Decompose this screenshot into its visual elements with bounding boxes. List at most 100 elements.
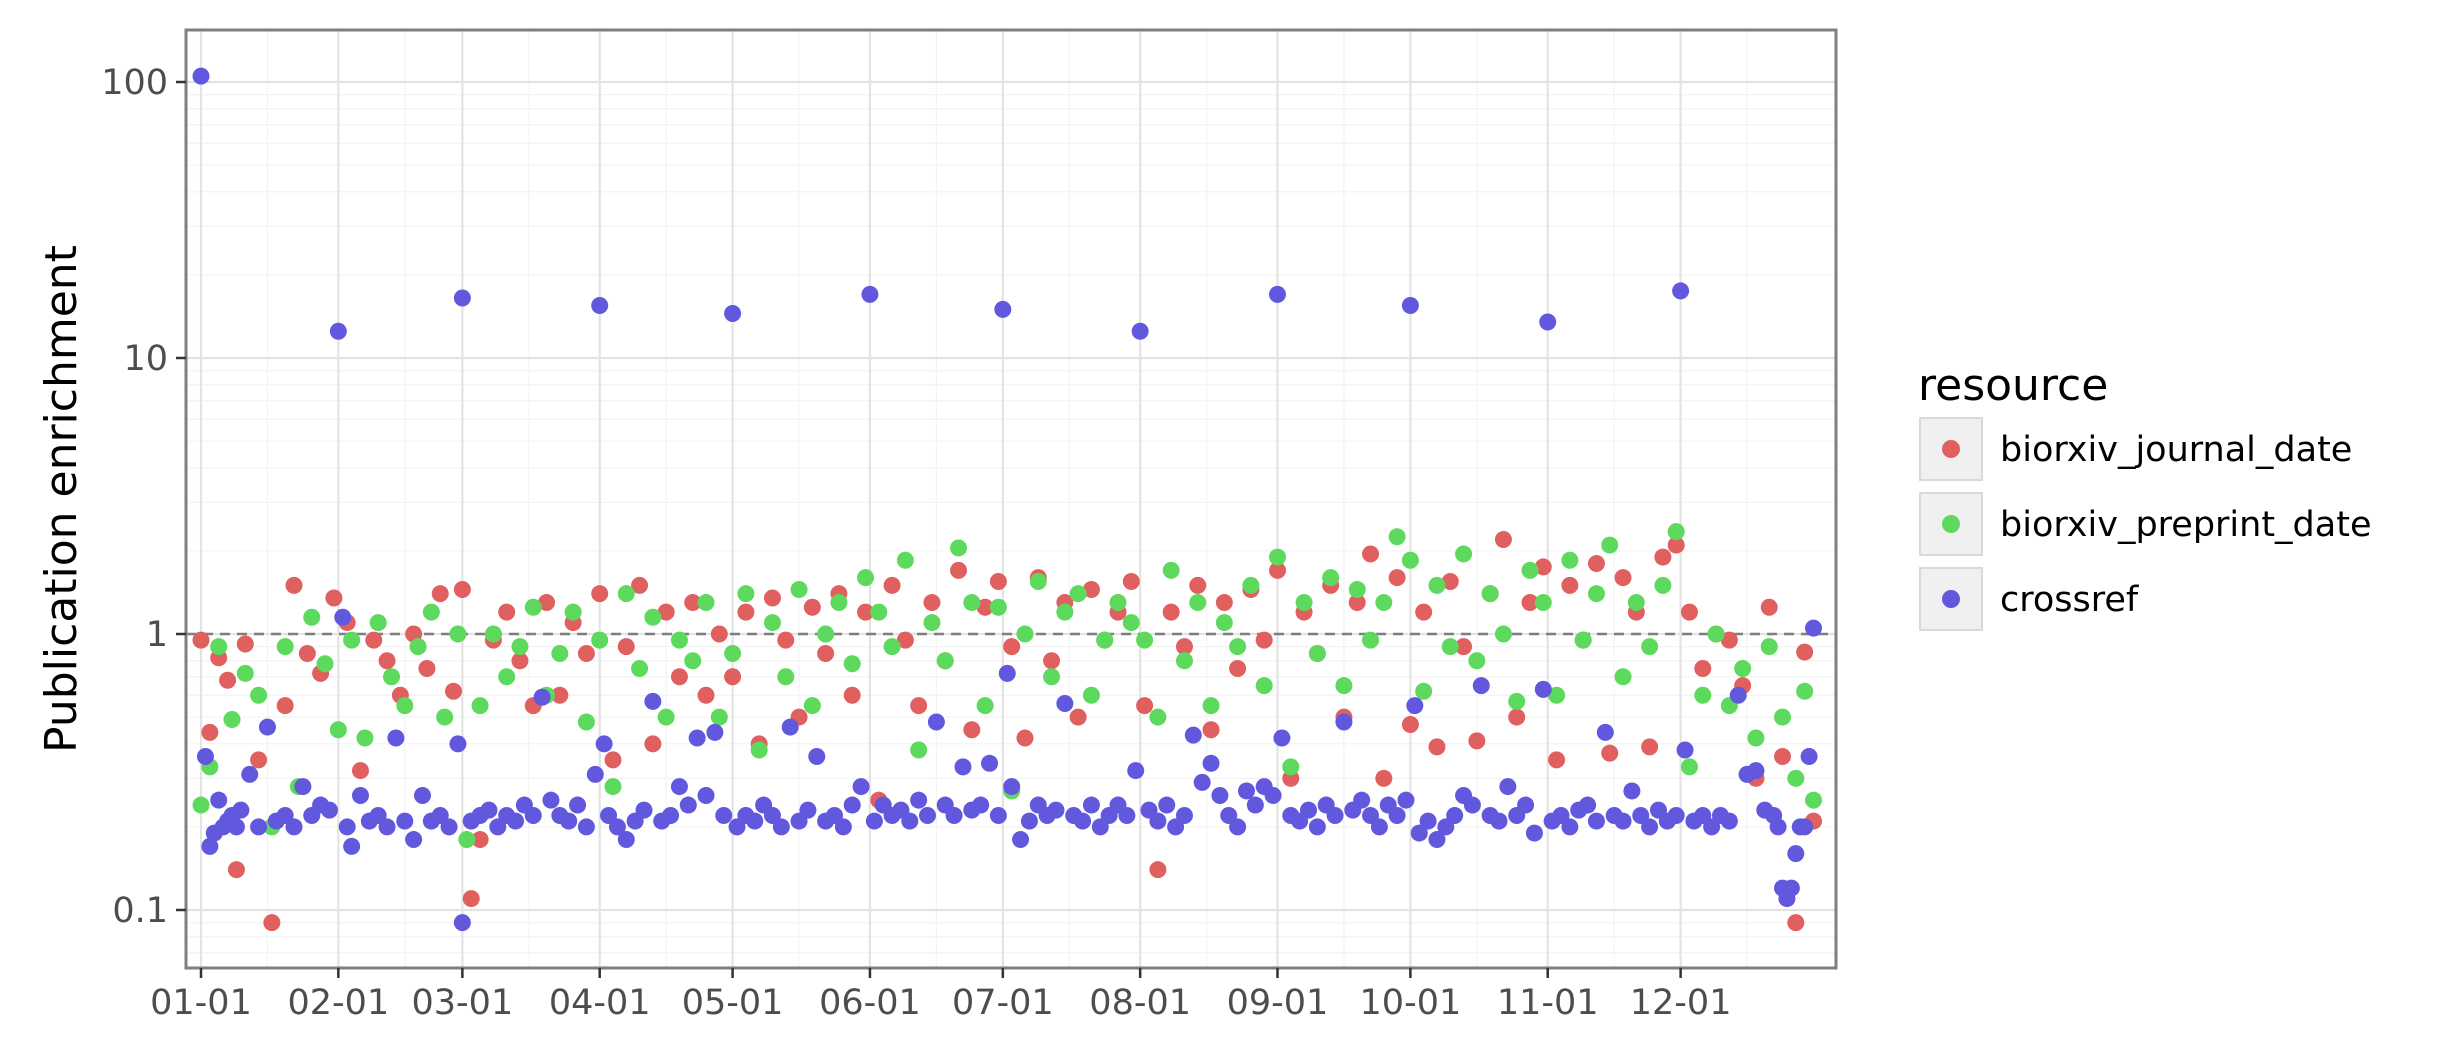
data-point xyxy=(843,796,861,814)
data-point xyxy=(1162,561,1180,579)
data-point xyxy=(1525,824,1543,842)
data-point xyxy=(316,655,334,673)
data-point xyxy=(285,576,303,594)
data-point xyxy=(981,754,999,772)
data-point xyxy=(569,796,587,814)
data-point xyxy=(498,668,516,686)
data-point xyxy=(1149,708,1167,726)
data-point xyxy=(1521,561,1539,579)
data-point xyxy=(378,818,396,836)
data-point xyxy=(1268,285,1286,303)
axis-ticks: 0.1 1 10 100 01-01 02-01 03-01 04-01 05-01 06-01 0… xyxy=(101,63,1731,1023)
data-point xyxy=(196,747,214,765)
data-point xyxy=(1118,806,1136,824)
data-point xyxy=(471,697,489,715)
data-point xyxy=(799,801,817,819)
x-tick-label: 07-01 xyxy=(952,983,1054,1023)
data-point xyxy=(1242,576,1260,594)
data-point xyxy=(1295,594,1313,612)
data-point xyxy=(803,598,821,616)
data-point xyxy=(591,631,609,649)
data-point xyxy=(1016,625,1034,643)
data-point xyxy=(715,806,733,824)
data-point xyxy=(1614,812,1632,830)
data-point xyxy=(936,652,954,670)
data-point xyxy=(710,625,728,643)
data-point xyxy=(511,652,529,670)
data-point xyxy=(1184,726,1202,744)
data-point xyxy=(210,791,228,809)
data-point xyxy=(1774,747,1792,765)
data-point xyxy=(1437,818,1455,836)
data-point xyxy=(591,296,609,314)
data-point xyxy=(577,818,595,836)
legend-swatch xyxy=(1942,440,1960,458)
data-point xyxy=(781,718,799,736)
data-point xyxy=(1769,818,1787,836)
data-point xyxy=(945,806,963,824)
data-point xyxy=(258,718,276,736)
y-tick-label: 100 xyxy=(101,63,168,103)
data-point xyxy=(644,608,662,626)
data-point xyxy=(724,304,742,322)
data-point xyxy=(919,806,937,824)
data-point xyxy=(1641,818,1659,836)
data-point xyxy=(431,806,449,824)
data-point xyxy=(1561,818,1579,836)
data-point xyxy=(387,729,405,747)
data-point xyxy=(471,831,489,849)
data-point xyxy=(232,801,250,819)
data-point xyxy=(857,603,874,621)
data-point xyxy=(600,806,618,824)
data-point xyxy=(223,711,241,729)
data-point xyxy=(192,631,210,649)
data-point xyxy=(369,614,387,632)
data-point xyxy=(728,818,746,836)
data-point xyxy=(670,631,688,649)
data-point xyxy=(1720,812,1738,830)
data-point xyxy=(817,644,835,662)
x-tick-label: 08-01 xyxy=(1089,983,1191,1023)
data-point xyxy=(1641,738,1659,756)
data-point xyxy=(1441,638,1459,656)
data-point xyxy=(1552,806,1570,824)
data-point xyxy=(617,585,635,603)
data-point xyxy=(1521,594,1539,612)
data-point xyxy=(1335,677,1353,695)
data-point xyxy=(192,67,210,85)
data-point xyxy=(1760,598,1778,616)
data-point xyxy=(950,539,968,557)
data-point xyxy=(1508,708,1526,726)
data-point xyxy=(1667,523,1685,541)
data-point xyxy=(1401,296,1419,314)
data-point xyxy=(697,786,715,804)
data-point xyxy=(1601,744,1619,762)
data-point xyxy=(396,697,414,715)
data-point xyxy=(896,551,914,569)
data-point xyxy=(1587,555,1605,573)
data-point xyxy=(1654,576,1672,594)
data-point xyxy=(1401,551,1419,569)
data-point xyxy=(524,598,542,616)
data-point xyxy=(1415,603,1433,621)
data-point xyxy=(697,594,715,612)
data-point xyxy=(1229,818,1247,836)
data-point xyxy=(1587,585,1605,603)
data-point xyxy=(1707,625,1725,643)
data-point xyxy=(369,806,387,824)
data-point xyxy=(303,608,321,626)
data-point xyxy=(1220,806,1238,824)
data-point xyxy=(524,806,542,824)
data-point xyxy=(1680,603,1698,621)
series-biorxiv-journal-date xyxy=(192,530,1823,932)
data-point xyxy=(414,786,431,804)
data-point xyxy=(1122,614,1140,632)
data-point xyxy=(227,818,245,836)
data-point xyxy=(1787,769,1805,787)
data-point xyxy=(329,322,347,340)
data-point xyxy=(1335,713,1353,731)
data-point xyxy=(1481,585,1499,603)
data-point xyxy=(1082,686,1100,704)
data-point xyxy=(923,614,941,632)
data-point xyxy=(901,812,919,830)
